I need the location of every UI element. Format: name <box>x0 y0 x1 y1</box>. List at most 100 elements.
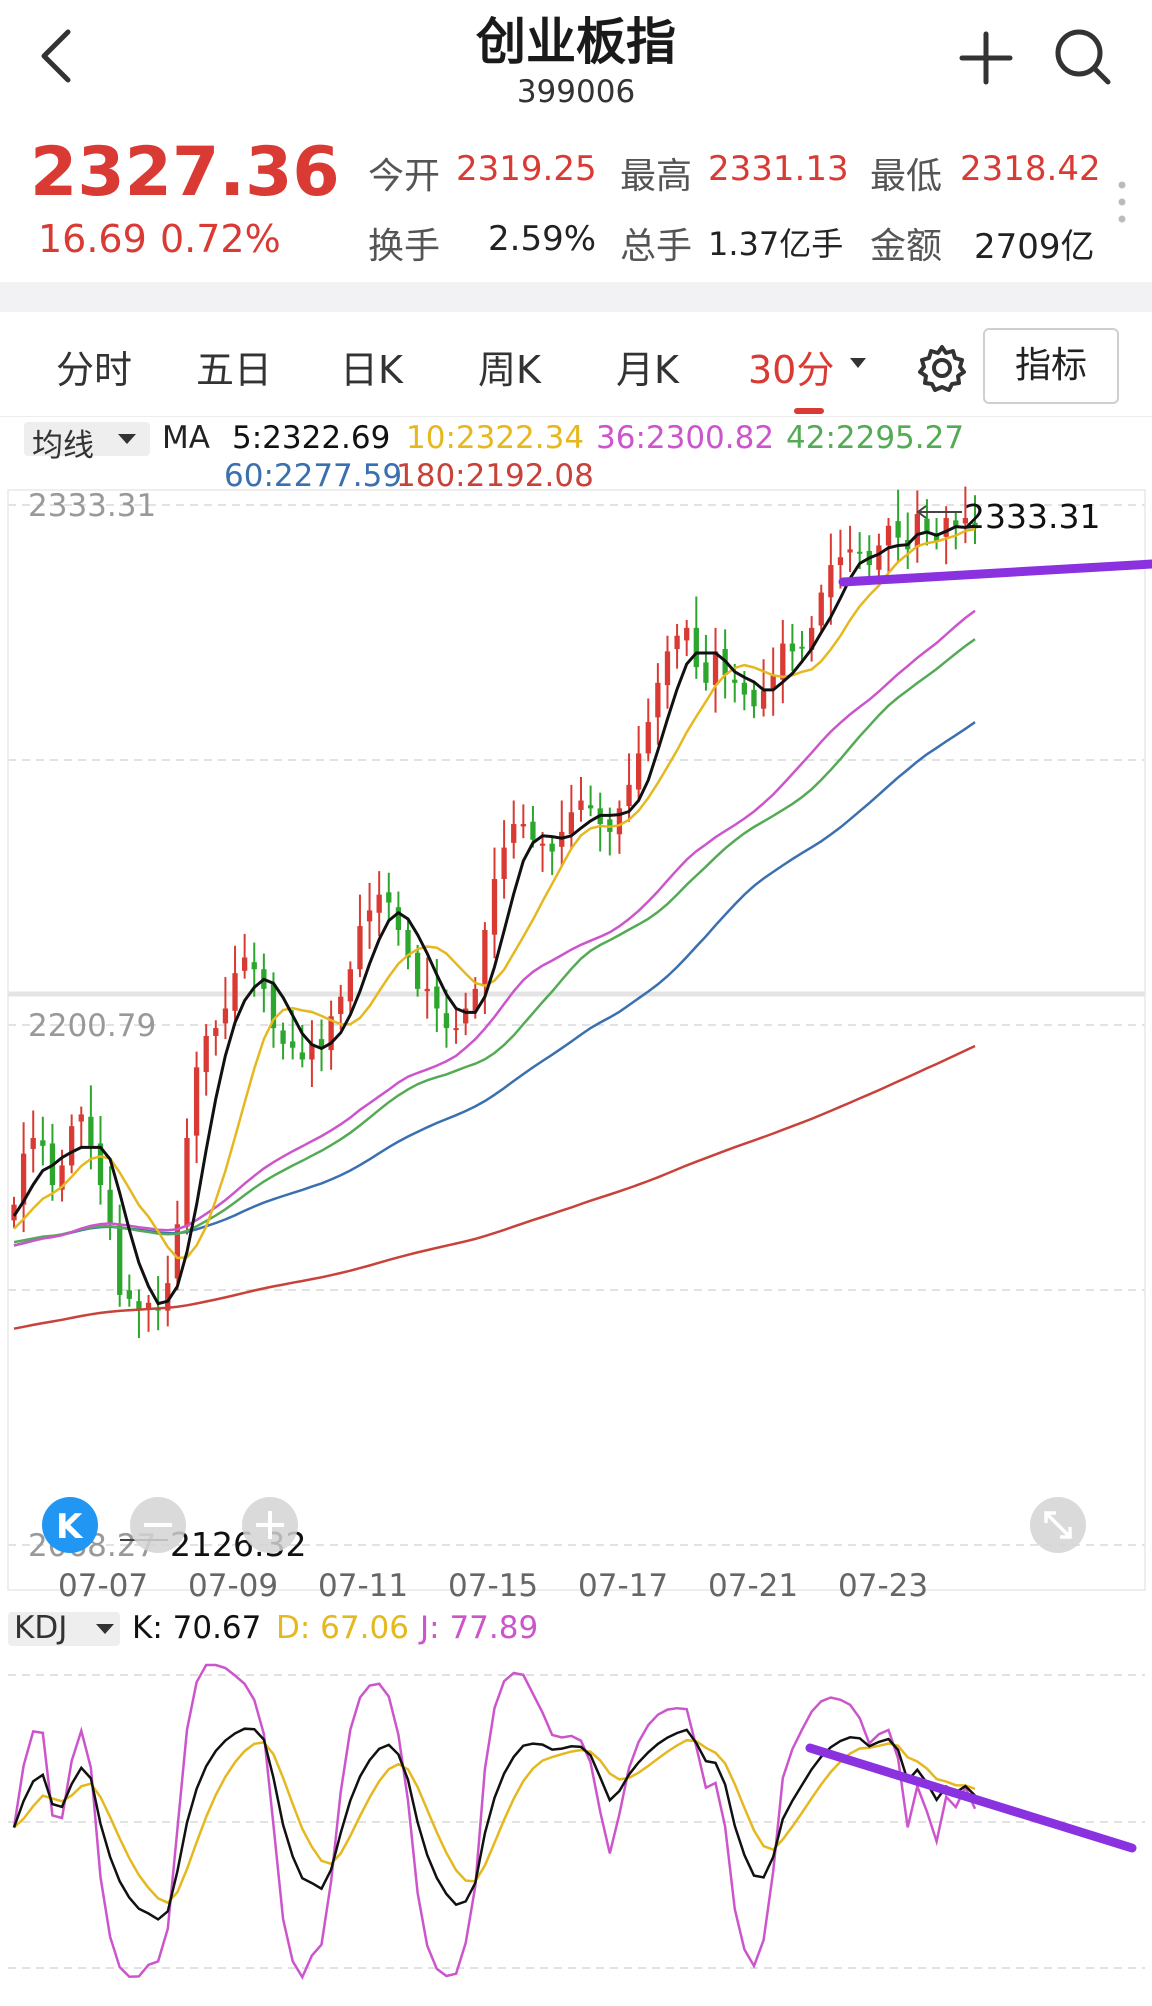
kdj-chart[interactable] <box>0 1640 1152 2006</box>
more-dots-icon[interactable] <box>1114 177 1130 227</box>
candle-body <box>405 930 411 958</box>
candle-body <box>299 1052 305 1060</box>
candle-body <box>914 514 920 548</box>
candle-body <box>463 1008 469 1024</box>
candle-body <box>847 549 853 553</box>
candle-body <box>280 1030 286 1044</box>
candle-body <box>549 843 555 852</box>
candle-body <box>789 643 796 652</box>
candle-body <box>117 1224 123 1295</box>
candle-body <box>962 517 969 524</box>
fullscreen-button[interactable] <box>1030 1497 1086 1553</box>
candle-body <box>174 1224 181 1279</box>
candle-body <box>203 1035 209 1073</box>
candle-body <box>97 1143 104 1186</box>
candle-body <box>145 1302 152 1309</box>
high-marker-arrowhead <box>916 505 927 519</box>
x-tick: 07-15 <box>448 1568 538 1604</box>
candle-body <box>693 627 699 668</box>
turnover-value: 2.59% <box>488 219 597 259</box>
candle-body <box>136 1301 142 1311</box>
candle-body <box>876 545 882 570</box>
candle-body <box>578 800 584 810</box>
low-label: 最低 <box>870 156 943 197</box>
ma60-value: 60:2277.59 <box>224 458 403 494</box>
kdj-lines <box>12 1663 977 1980</box>
candles <box>11 486 978 1339</box>
candle-body <box>472 988 478 1011</box>
chart-frame <box>7 489 1146 1591</box>
candle-body <box>88 1116 94 1146</box>
indicator-button[interactable]: 指标 <box>983 328 1119 404</box>
add-icon[interactable] <box>958 30 1014 86</box>
ma36-line <box>13 609 976 1247</box>
candle-body <box>357 926 363 970</box>
kdj-k-line <box>12 1727 976 1921</box>
high-value: 2331.13 <box>708 149 849 189</box>
section-divider <box>0 282 1152 312</box>
candle-body <box>107 1189 113 1225</box>
kdj-j-line <box>12 1663 977 1980</box>
candle-body <box>376 894 382 913</box>
amount-label: 金额 <box>870 226 943 267</box>
tab-weekly-k[interactable]: 周K <box>478 348 541 392</box>
candle-body <box>443 1013 450 1029</box>
zoom-out-button[interactable] <box>130 1497 186 1553</box>
ma5-value: 5:2322.69 <box>232 420 391 456</box>
candle-body <box>818 592 824 626</box>
candle-body <box>751 689 757 707</box>
candlestick-chart[interactable]: 2333.31 2200.79 2068.27 2333.31 2126.32 … <box>0 480 1152 1610</box>
turnover-label: 换手 <box>368 226 441 267</box>
ma-prefix: MA <box>162 420 210 456</box>
settings-gear-icon[interactable] <box>916 342 968 394</box>
candle-body <box>511 824 517 843</box>
candle-body <box>222 1008 229 1024</box>
quote-panel: 2327.36 16.69 0.72% 今开 2319.25 最高 2331.1… <box>0 125 1152 280</box>
tab-30min[interactable]: 30分 <box>748 348 835 392</box>
tab-daily-k[interactable]: 日K <box>340 348 403 392</box>
candle-body <box>616 808 623 835</box>
chart-grid <box>7 489 1146 1591</box>
low-value: 2318.42 <box>960 149 1101 189</box>
candle-body <box>69 1126 75 1166</box>
top-bar: 创业板指 399006 <box>0 0 1152 125</box>
candle-body <box>434 986 440 1009</box>
tab-timeshare[interactable]: 分时 <box>56 348 133 392</box>
candle-body <box>895 521 901 538</box>
ma180-value: 180:2192.08 <box>396 458 594 494</box>
kdj-d-line <box>13 1738 976 1905</box>
candle-body <box>165 1283 171 1311</box>
moving-averages <box>12 524 976 1330</box>
candle-body <box>491 878 498 935</box>
high-label: 最高 <box>620 156 693 197</box>
caret-down-icon[interactable] <box>848 356 868 370</box>
candle-body <box>386 892 392 903</box>
kdj-j-value: J: 77.89 <box>420 1610 539 1646</box>
ma180-line <box>13 1044 976 1330</box>
x-tick: 07-07 <box>58 1568 148 1604</box>
candle-body <box>251 962 257 970</box>
period-tabs: 分时 五日 日K 周K 月K 30分 指标 <box>0 312 1152 417</box>
price-axis-mid: 2200.79 <box>28 1008 156 1044</box>
volume-label: 总手 <box>620 226 693 267</box>
candle-body <box>780 643 786 680</box>
candle-body <box>636 753 642 790</box>
back-arrow-icon[interactable] <box>36 28 76 84</box>
candle-body <box>309 1043 315 1060</box>
tab-five-day[interactable]: 五日 <box>196 348 273 392</box>
high-marker-value: 2333.31 <box>964 497 1100 536</box>
candle-body <box>943 517 949 537</box>
k-logo-button[interactable]: K <box>42 1497 98 1553</box>
tab-monthly-k[interactable]: 月K <box>616 348 679 392</box>
candle-body <box>539 843 546 846</box>
search-icon[interactable] <box>1052 26 1114 88</box>
candle-body <box>193 1067 200 1136</box>
x-axis: 07-07 07-09 07-11 07-15 07-17 07-21 07-2… <box>58 1568 928 1604</box>
divergence-trendline <box>805 1743 1137 1853</box>
candle-body <box>395 907 402 931</box>
kdj-selector-label: KDJ <box>14 1610 68 1646</box>
candle-body <box>414 952 421 989</box>
candle-body <box>684 627 690 641</box>
candle-body <box>270 984 277 1029</box>
zoom-in-button[interactable] <box>242 1497 298 1553</box>
